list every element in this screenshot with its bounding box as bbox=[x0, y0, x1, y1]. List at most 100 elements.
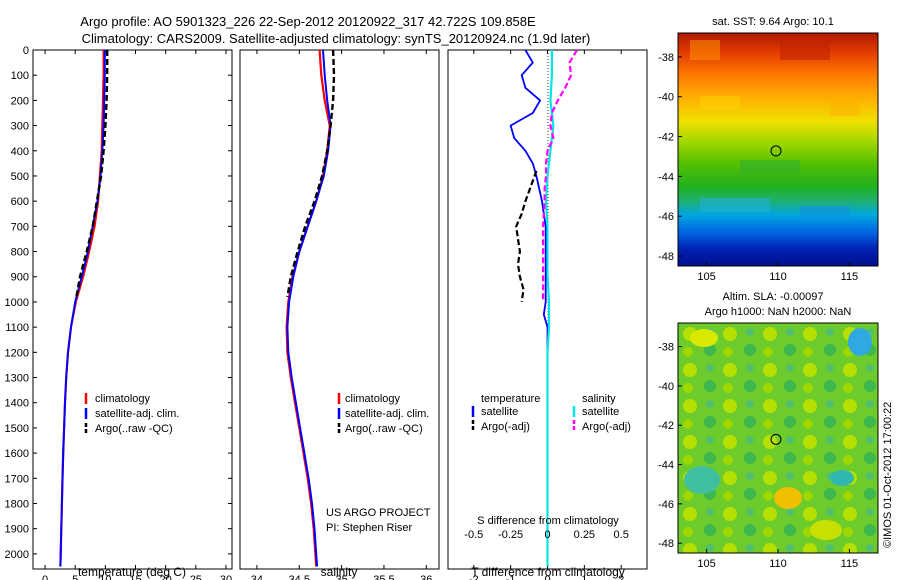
legend-argo: Argo(..raw -QC) bbox=[345, 423, 423, 435]
depth-tick-label: 100 bbox=[11, 70, 29, 82]
map-x-tick-label: 105 bbox=[697, 558, 715, 570]
x-tick-label: -2 bbox=[469, 574, 479, 580]
sla-high-eddy bbox=[774, 487, 802, 509]
sst-green-patch bbox=[740, 160, 800, 174]
map-y-tick-label: -42 bbox=[658, 132, 674, 144]
legend-salinity-title: salinity bbox=[582, 393, 616, 405]
map-y-tick-label: -38 bbox=[658, 342, 674, 354]
depth-tick-label: 300 bbox=[11, 121, 29, 133]
x-tick-label: 35.5 bbox=[373, 574, 394, 580]
s-diff-tick-label: 0.5 bbox=[614, 529, 629, 541]
depth-tick-label: 1100 bbox=[5, 322, 29, 334]
legend-temp-satellite: satellite bbox=[481, 406, 518, 418]
legend-temp-argo: Argo(-adj) bbox=[481, 421, 530, 433]
difference-x-axis: -2 -1 0 1 2 bbox=[469, 50, 624, 580]
sst-warm-patch bbox=[690, 40, 720, 60]
legend-sal-argo: Argo(-adj) bbox=[582, 421, 631, 433]
x-tick-label: 30 bbox=[220, 574, 232, 580]
salinity-legend: climatology satellite-adj. clim. Argo(..… bbox=[337, 393, 429, 435]
argo-line bbox=[286, 50, 336, 298]
s-diff-tick-label: -0.5 bbox=[464, 529, 483, 541]
x-tick-label: -1 bbox=[506, 574, 516, 580]
temperature-legend: climatology satellite-adj. clim. Argo(..… bbox=[84, 393, 179, 435]
sla-map-axes: 105 110 115 -38 -40 -42 -44 -46 -48 bbox=[658, 342, 858, 570]
depth-tick-label: 1800 bbox=[5, 498, 29, 510]
s-difference-ticks: -0.5 -0.25 0 0.25 0.5 bbox=[464, 529, 629, 541]
sst-map-field bbox=[678, 33, 878, 266]
x-tick-label: 5 bbox=[72, 574, 78, 580]
sst-cyan-patch bbox=[800, 206, 850, 218]
depth-tick-label: 900 bbox=[11, 272, 29, 284]
x-tick-label: 25 bbox=[190, 574, 202, 580]
sla-map-features bbox=[684, 328, 872, 540]
sst-map-axes: 105 110 115 -38 -40 -42 -44 -46 -48 bbox=[658, 52, 858, 283]
sst-yellow-patch bbox=[700, 96, 740, 110]
map-y-tick-label: -38 bbox=[658, 52, 674, 64]
difference-lines bbox=[509, 50, 578, 567]
depth-tick-label: 1900 bbox=[5, 524, 29, 536]
map-y-tick-label: -42 bbox=[658, 420, 674, 432]
depth-tick-label: 0 bbox=[23, 45, 29, 57]
x-tick-label: 36 bbox=[420, 574, 432, 580]
figure-subtitle: Climatology: CARS2009. Satellite-adjuste… bbox=[82, 31, 591, 46]
s-difference-label: S difference from climatology bbox=[477, 515, 619, 527]
legend-sal-satellite: satellite bbox=[582, 406, 619, 418]
pi-annotation: PI: Stephen Riser bbox=[326, 522, 413, 534]
sla-map-title: Altim. SLA: -0.00097 bbox=[723, 291, 824, 303]
sst-cyan-patch bbox=[700, 198, 770, 212]
depth-tick-label: 1700 bbox=[5, 473, 29, 485]
satellite-adj-line bbox=[59, 50, 106, 567]
sla-map-panel: Altim. SLA: -0.00097 Argo h1000: NaN h20… bbox=[658, 291, 879, 570]
legend-temperature-title: temperature bbox=[481, 393, 540, 405]
t-difference-xlabel: T difference from climatology bbox=[471, 565, 625, 579]
argo-location-marker bbox=[770, 145, 782, 157]
sal-argo-diff-line bbox=[541, 50, 578, 302]
x-tick-label: 10 bbox=[99, 574, 111, 580]
sal-satellite-diff-line bbox=[544, 50, 555, 567]
salinity-lines bbox=[285, 50, 336, 567]
salinity-x-axis: 34 34.5 35 35.5 36 bbox=[251, 50, 432, 580]
temperature-x-axis: 0 5 10 15 20 25 30 bbox=[42, 50, 232, 580]
x-tick-label: 34 bbox=[251, 574, 263, 580]
depth-tick-label: 1300 bbox=[5, 373, 29, 385]
x-tick-label: 2 bbox=[618, 574, 624, 580]
map-y-tick-label: -48 bbox=[658, 251, 674, 263]
depth-tick-label: 2000 bbox=[5, 549, 29, 561]
map-x-tick-label: 105 bbox=[697, 271, 715, 283]
difference-legend: temperature satellite Argo(-adj) salinit… bbox=[471, 393, 631, 433]
depth-tick-label: 600 bbox=[11, 196, 29, 208]
map-y-tick-label: -46 bbox=[658, 499, 674, 511]
difference-panel: -2 -1 0 1 2 temperature satellite Argo(-adj)… bbox=[447, 49, 648, 580]
map-x-tick-label: 115 bbox=[841, 271, 859, 283]
legend-argo: Argo(..raw -QC) bbox=[95, 423, 173, 435]
temperature-axes-frame bbox=[32, 49, 233, 570]
s-diff-tick-label: 0.25 bbox=[574, 529, 595, 541]
x-tick-label: 34.5 bbox=[289, 574, 310, 580]
map-y-tick-label: -44 bbox=[658, 460, 674, 472]
sst-map-title: sat. SST: 9.64 Argo: 10.1 bbox=[712, 16, 834, 28]
temperature-xlabel: temperature (deg C) bbox=[78, 565, 186, 579]
salinity-xlabel: salinity bbox=[321, 565, 358, 579]
x-tick-label: 0 bbox=[544, 574, 550, 580]
sst-yellow-patch bbox=[830, 102, 860, 116]
project-annotation: US ARGO PROJECT bbox=[326, 507, 431, 519]
legend-satellite: satellite-adj. clim. bbox=[345, 408, 429, 420]
sla-low-eddy bbox=[830, 470, 854, 486]
temp-argo-diff-line bbox=[515, 170, 538, 303]
sla-map-field bbox=[678, 323, 878, 553]
depth-tick-label: 700 bbox=[11, 221, 29, 233]
salinity-axes-frame bbox=[239, 49, 440, 570]
legend-climatology: climatology bbox=[345, 393, 401, 405]
map-y-tick-label: -48 bbox=[658, 538, 674, 550]
depth-tick-label: 800 bbox=[11, 247, 29, 259]
map-y-tick-label: -44 bbox=[658, 171, 674, 183]
depth-tick-label: 1200 bbox=[5, 347, 29, 359]
imos-credit: ©IMOS 01-Oct-2012 17:00:22 bbox=[882, 402, 894, 548]
sst-map-panel: sat. SST: 9.64 Argo: 10.1 105 110 115 -38 -4… bbox=[658, 16, 879, 283]
sla-high-eddy bbox=[810, 520, 842, 540]
salinity-panel: 34 34.5 35 35.5 36 climatology satellite-adj… bbox=[239, 49, 440, 580]
x-tick-label: 20 bbox=[160, 574, 172, 580]
depth-tick-label: 200 bbox=[11, 95, 29, 107]
figure-title: Argo profile: AO 5901323_226 22-Sep-2012… bbox=[80, 14, 536, 29]
